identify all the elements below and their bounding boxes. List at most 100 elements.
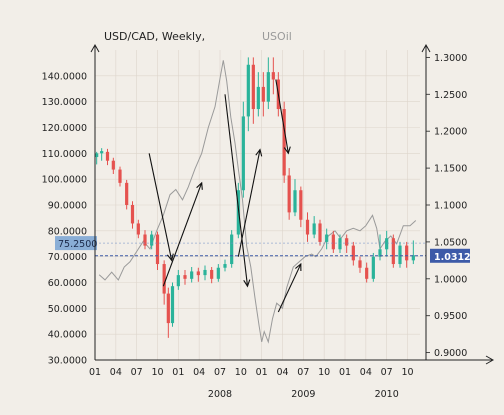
right-tick-label: 1.1000	[434, 201, 467, 212]
candle-body	[183, 275, 187, 279]
candle-body	[216, 267, 220, 279]
trend-arrow	[277, 263, 302, 313]
candle-body	[371, 256, 375, 279]
right-tick-label: 1.3000	[434, 53, 467, 64]
candle-body	[118, 169, 122, 183]
candle-body	[256, 86, 260, 110]
trend-arrow-head	[196, 181, 203, 190]
month-tick-label: 04	[360, 367, 372, 378]
candle-body	[271, 72, 275, 80]
left-tick-label: 100.0000	[42, 175, 87, 186]
candle-body	[391, 238, 395, 265]
candle-body	[411, 255, 415, 261]
candle-body	[100, 151, 104, 154]
month-tick-label: 01	[89, 367, 101, 378]
right-axis-arrow	[421, 43, 431, 53]
month-tick-label: 10	[318, 367, 330, 378]
left-tick-label: 40.0000	[48, 330, 87, 341]
month-tick-label: 10	[235, 367, 247, 378]
candle-body	[282, 109, 286, 176]
month-tick-label: 07	[381, 367, 393, 378]
candle-body	[345, 238, 349, 246]
chart-title: USD/CAD, Weekly,	[104, 30, 205, 43]
left-tick-label: 130.0000	[42, 97, 87, 108]
candle-body	[261, 86, 265, 102]
candle-body	[378, 249, 382, 257]
candle-body	[299, 190, 303, 220]
candle-body	[338, 238, 342, 250]
right-tick-label: 1.2500	[434, 90, 467, 101]
candle-body	[293, 190, 297, 213]
candle-body	[223, 264, 227, 268]
price-markers: 75.2500 1.0312	[55, 236, 471, 263]
usoil-series	[98, 60, 417, 344]
month-tick-label: 04	[110, 367, 122, 378]
candle-body	[398, 245, 402, 265]
left-tick-label: 140.0000	[42, 71, 87, 82]
candle-body	[143, 234, 147, 246]
right-tick-label: 1.0500	[434, 237, 467, 248]
candle-body	[241, 116, 245, 191]
left-tick-label: 110.0000	[42, 149, 87, 160]
right-tick-label: 1.2000	[434, 127, 467, 138]
trend-arrow	[224, 94, 249, 287]
month-tick-label: 07	[214, 367, 226, 378]
year-label: 2010	[375, 389, 399, 400]
axes: 140.0000 130.0000 120.0000 110.0000 100.0000…	[42, 43, 495, 400]
left-axis-arrow	[90, 43, 100, 53]
candle-body	[176, 275, 180, 287]
left-tick-label: 70.0000	[48, 252, 87, 263]
candle-body	[196, 271, 200, 276]
trend-arrow-head	[243, 279, 251, 288]
month-tick-label: 10	[151, 367, 163, 378]
candle-body	[405, 245, 409, 261]
candle-body	[111, 160, 115, 170]
left-price-badge	[55, 236, 97, 251]
right-tick-label: 1.0000	[434, 274, 467, 285]
left-tick-label: 120.0000	[42, 123, 87, 134]
candle-body	[325, 234, 329, 242]
candle-body	[251, 64, 255, 110]
left-tick-label: 50.0000	[48, 304, 87, 315]
candle-body	[162, 264, 166, 294]
trend-arrow	[162, 182, 203, 287]
candle-body	[305, 219, 310, 235]
right-price-badge	[430, 248, 470, 263]
month-tick-label: 01	[256, 367, 268, 378]
candle-body	[125, 182, 129, 205]
candle-body	[385, 238, 389, 250]
candle-body	[230, 234, 234, 265]
candle-body	[266, 72, 270, 102]
candle-body	[287, 175, 291, 213]
candle-body	[136, 223, 140, 235]
candle-body	[166, 293, 170, 324]
left-tick-label: 30.0000	[48, 356, 87, 367]
year-label: 2008	[208, 389, 232, 400]
candle-body	[331, 234, 335, 250]
candle-body	[155, 234, 160, 265]
month-tick-label: 10	[401, 367, 413, 378]
candle-body	[365, 267, 369, 279]
left-tick-label: 90.0000	[48, 201, 87, 212]
right-tick-label: 1.1500	[434, 164, 467, 175]
candle-body	[246, 64, 250, 117]
candle-body	[203, 269, 207, 276]
right-price-value: 1.0312	[434, 252, 471, 263]
right-tick-label: 0.9500	[434, 311, 467, 322]
trend-arrow-head	[255, 148, 263, 157]
month-tick-label: 01	[339, 367, 351, 378]
candle-body	[95, 153, 99, 158]
left-price-value: 75.2500	[58, 239, 97, 250]
candle-body	[312, 223, 316, 235]
left-tick-label: 80.0000	[48, 226, 87, 237]
month-tick-label: 04	[276, 367, 288, 378]
candle-body	[105, 151, 110, 161]
trend-arrow-head	[283, 146, 291, 155]
candle-body	[358, 260, 362, 268]
trend-arrows	[148, 79, 302, 313]
trend-arrow	[148, 153, 173, 261]
usoil-line	[98, 60, 417, 344]
candle-body	[210, 269, 214, 279]
year-label: 2009	[291, 389, 315, 400]
